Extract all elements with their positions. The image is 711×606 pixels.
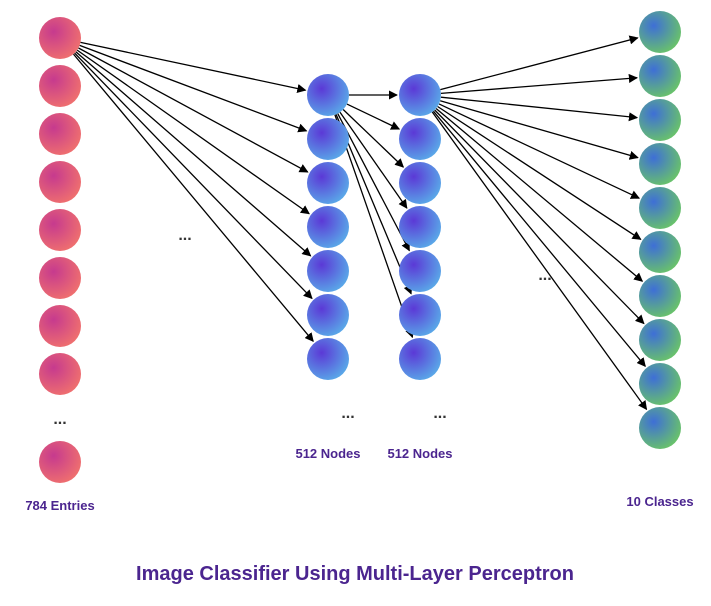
output-node [639,11,681,53]
edge [439,104,639,198]
hidden1-node [307,338,349,380]
diagram-title: Image Classifier Using Multi-Layer Perce… [136,563,574,585]
output-node [639,143,681,185]
output-node [639,231,681,273]
hidden1-label: 512 Nodes [295,446,360,461]
hidden2-node [399,294,441,336]
hidden1-node [307,294,349,336]
edge [73,54,313,341]
edge [435,110,644,324]
edge [432,112,646,409]
input-node [39,113,81,155]
input-node [39,17,81,59]
edge [438,106,641,239]
input-node [39,441,81,483]
ellipsis: ... [178,227,191,244]
hidden1-node [307,206,349,248]
mlp-diagram: ... 784 Entries... 512 Nodes... 512 Nodes 10… [0,0,711,606]
hidden2-node [399,74,441,116]
input-node [39,305,81,347]
output-node [639,407,681,449]
edge [81,42,306,90]
output-node [639,55,681,97]
edge [77,50,309,214]
edge [441,97,637,117]
edge [436,108,642,281]
hidden2-node [399,162,441,204]
edge [343,110,403,168]
input-label: 784 Entries [25,498,94,513]
input-node [39,65,81,107]
output-node [639,319,681,361]
edge [440,101,638,158]
hidden2-label: 512 Nodes [387,446,452,461]
input-node [39,209,81,251]
output-node [639,275,681,317]
edge [80,45,307,130]
hidden1-node [307,118,349,160]
edge [347,104,399,129]
edges-group [73,38,646,410]
hidden2-node [399,338,441,380]
output-node [639,99,681,141]
edge [433,111,645,366]
ellipsis: ... [433,405,446,422]
input-node [39,353,81,395]
hidden2-node [399,206,441,248]
hidden1-node [307,74,349,116]
ellipsis: ... [341,405,354,422]
input-node [39,161,81,203]
hidden2-node [399,250,441,292]
ellipsis: ... [53,411,66,428]
edge [441,78,637,94]
ellipsis: ... [538,267,551,284]
input-node [39,257,81,299]
hidden2-node [399,118,441,160]
labels-group: ... 784 Entries... 512 Nodes... 512 Nodes 10… [25,227,693,585]
edge [440,38,637,90]
output-label: 10 Classes [626,494,693,509]
output-node [639,187,681,229]
hidden1-node [307,162,349,204]
output-node [639,363,681,405]
hidden1-node [307,250,349,292]
edge [75,53,312,298]
